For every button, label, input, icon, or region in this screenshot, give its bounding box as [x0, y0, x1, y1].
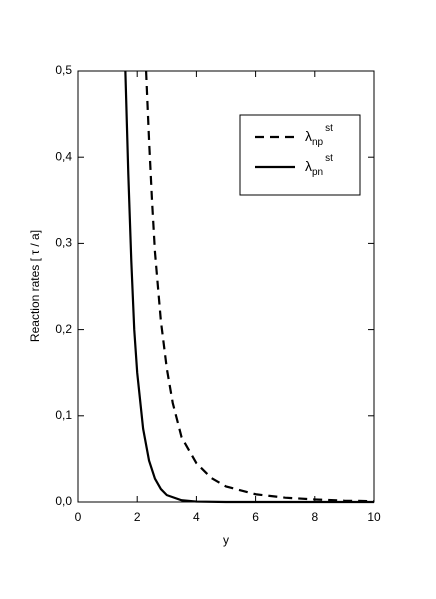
x-tick-label: 10: [367, 510, 381, 524]
x-tick-label: 0: [75, 510, 82, 524]
legend-superscript: st: [325, 153, 333, 164]
legend-label: λnpst: [305, 123, 333, 148]
plot-frame: [77, 70, 375, 503]
legend-name: λ: [305, 158, 312, 174]
y-tick-label: 0,1: [55, 408, 72, 422]
x-tick-label: 6: [252, 510, 259, 524]
y-tick-label: 0,2: [55, 322, 72, 336]
x-axis-label: y: [223, 533, 229, 547]
legend-box: [239, 114, 361, 196]
y-tick-label: 0,0: [55, 494, 72, 508]
y-tick-label: 0,5: [55, 63, 72, 77]
x-tick-label: 8: [311, 510, 318, 524]
x-tick-label: 4: [193, 510, 200, 524]
legend-name: λ: [305, 128, 312, 144]
y-axis-label: Reaction rates [ τ / a]: [28, 230, 42, 342]
x-tick-label: 2: [134, 510, 141, 524]
legend-label: λpnst: [305, 153, 333, 178]
line-series: [124, 70, 374, 504]
legend-subscript: pn: [312, 167, 323, 178]
y-tick-label: 0,4: [55, 149, 72, 163]
legend-subscript: np: [312, 137, 324, 148]
y-tick-label: 0,3: [55, 236, 72, 250]
line-series: [144, 70, 375, 503]
legend-superscript: st: [325, 123, 333, 134]
